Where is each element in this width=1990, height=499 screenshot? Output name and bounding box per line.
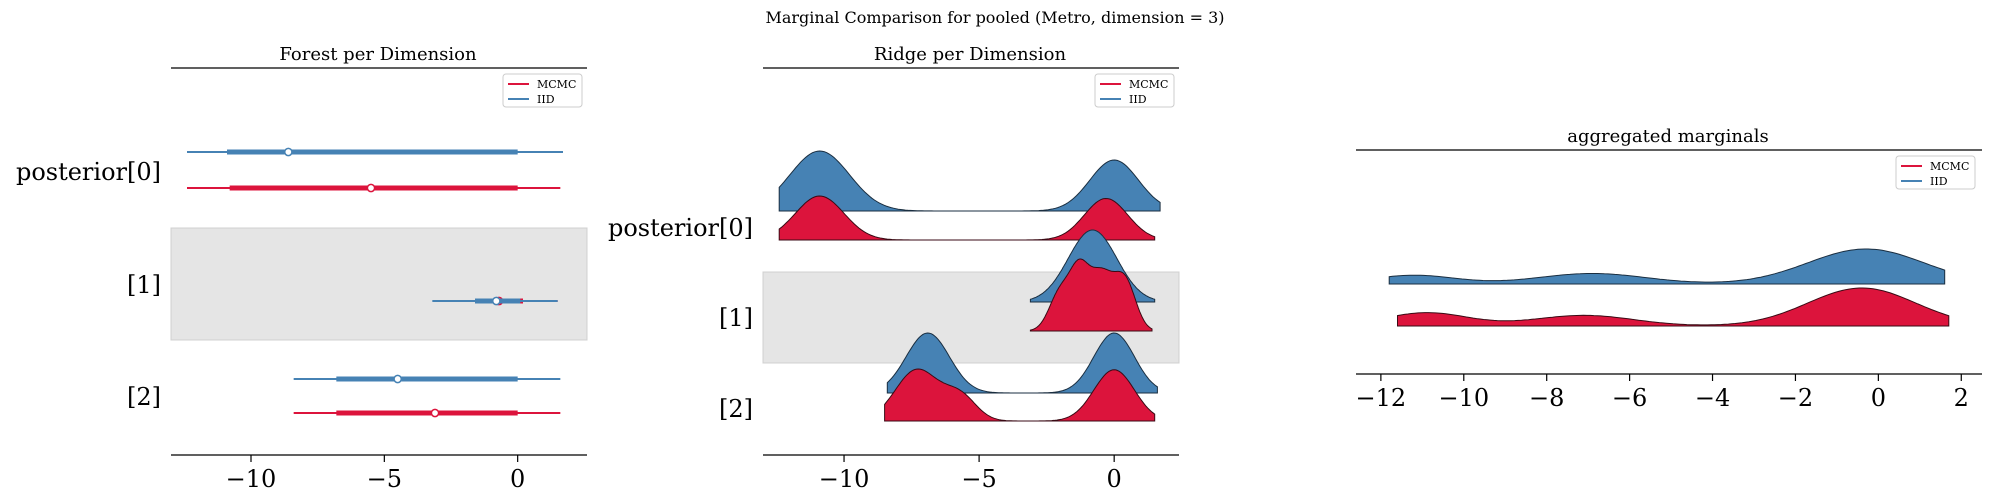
legend-iid-label: IID <box>1129 93 1147 106</box>
mcmc-ridge <box>884 368 1156 422</box>
mean-point <box>283 147 293 157</box>
legend-mcmc-label: MCMC <box>1930 160 1969 173</box>
mean-point <box>430 408 440 418</box>
x-tick-label: −10 <box>1438 384 1489 412</box>
mcmc-ridge <box>778 195 1156 241</box>
y-tick-label: [2] <box>127 383 161 411</box>
y-tick-label: [1] <box>719 304 753 332</box>
ridge-panel-title: Ridge per Dimension <box>874 44 1067 65</box>
legend: MCMC IID <box>1094 73 1175 108</box>
x-tick-label: −5 <box>367 465 402 493</box>
forest-panel: Forest per Dimension −10 −5 0 posterior[0] [… <box>16 44 588 493</box>
x-tick-label: 2 <box>1954 384 1969 412</box>
forest-panel-title: Forest per Dimension <box>279 44 477 65</box>
x-tick-label: −12 <box>1356 384 1407 412</box>
x-tick-label: −2 <box>1778 384 1813 412</box>
x-tick-label: −10 <box>226 465 277 493</box>
aggregated-panel: aggregated marginals −12 −10 −8 −6 −4 −2 0 2 MCM… <box>1356 126 1982 412</box>
y-tick-label: posterior[0] <box>16 158 161 186</box>
legend-mcmc-label: MCMC <box>537 78 576 91</box>
x-tick-label: 0 <box>510 465 525 493</box>
shaded-row-band <box>170 227 588 341</box>
y-tick-label: posterior[0] <box>608 214 753 242</box>
ridge-panel: Ridge per Dimension −10 −5 0 posterior[0] [1… <box>608 44 1180 493</box>
mean-point <box>491 296 501 306</box>
aggregated-panel-title: aggregated marginals <box>1567 126 1768 147</box>
x-tick-label: 0 <box>1107 465 1122 493</box>
x-tick-label: −8 <box>1529 384 1564 412</box>
x-tick-label: −4 <box>1695 384 1730 412</box>
x-tick-label: −10 <box>819 465 870 493</box>
x-tick-label: 0 <box>1871 384 1886 412</box>
suptitle: Marginal Comparison for pooled (Metro, d… <box>765 8 1224 27</box>
y-tick-label: [2] <box>719 395 753 423</box>
x-tick-label: −6 <box>1612 384 1647 412</box>
legend-mcmc-label: MCMC <box>1129 78 1168 91</box>
legend-iid-label: IID <box>537 93 555 106</box>
y-tick-label: [1] <box>127 271 161 299</box>
mcmc-ridge <box>1397 287 1950 327</box>
legend-iid-label: IID <box>1930 175 1948 188</box>
mean-point <box>393 374 403 384</box>
x-tick-label: −5 <box>961 465 996 493</box>
mcmc-ridge <box>1029 258 1153 332</box>
mean-point <box>366 183 376 193</box>
iid-ridge <box>1388 248 1946 285</box>
iid-ridge <box>886 332 1158 394</box>
legend: MCMC IID <box>1895 155 1976 190</box>
legend: MCMC IID <box>502 73 583 108</box>
